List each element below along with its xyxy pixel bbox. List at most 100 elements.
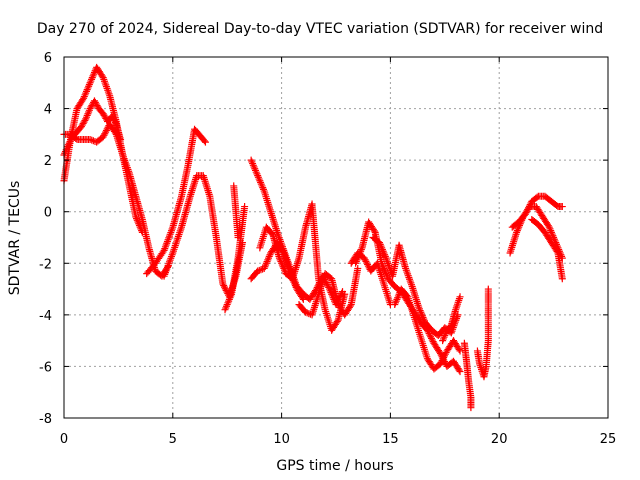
data-point-marker (392, 297, 400, 305)
data-point-marker (89, 72, 97, 80)
data-point-marker (513, 227, 521, 235)
y-tick-label: -4 (39, 309, 52, 324)
data-point-marker (227, 292, 235, 300)
data-point-marker (428, 336, 436, 344)
data-point-marker (515, 223, 523, 231)
data-point-marker (391, 301, 399, 309)
data-point-marker (514, 225, 522, 233)
data-point-marker (518, 215, 526, 223)
data-point-marker (220, 282, 228, 290)
data-point-marker (446, 322, 454, 330)
data-point-marker (85, 108, 93, 116)
data-point-marker (516, 221, 524, 229)
data-point-marker (84, 84, 92, 92)
data-point-marker (362, 257, 370, 265)
y-tick-label: -6 (39, 360, 52, 375)
data-point-marker (221, 285, 229, 293)
data-point-marker (253, 170, 261, 178)
data-point-marker (263, 258, 271, 266)
data-point-marker (86, 136, 94, 144)
data-point-marker (85, 82, 93, 90)
data-point-marker (260, 264, 268, 272)
data-point-marker (378, 244, 386, 252)
series-track-o (391, 285, 464, 373)
x-tick-label: 20 (491, 432, 508, 447)
data-point-marker (354, 264, 362, 272)
data-point-marker (83, 111, 91, 119)
data-point-marker (225, 297, 233, 305)
data-point-marker (353, 256, 361, 264)
data-point-marker (251, 166, 259, 174)
data-point-marker (549, 232, 557, 240)
data-point-marker (379, 247, 387, 255)
data-point-marker (85, 81, 93, 89)
data-point-marker (378, 246, 386, 254)
data-point-marker (85, 106, 93, 114)
data-point-marker (415, 305, 423, 313)
data-point-marker (222, 302, 230, 310)
data-point-marker (357, 246, 365, 254)
data-point-marker (439, 337, 447, 345)
x-tick-label: 15 (382, 432, 399, 447)
series-track-d (143, 125, 209, 278)
data-point-marker (82, 115, 90, 123)
data-point-marker (326, 287, 334, 295)
data-point-marker (363, 259, 371, 267)
data-point-marker (548, 230, 556, 238)
y-tick-label: 2 (44, 154, 52, 169)
y-tick-label: -2 (39, 257, 52, 272)
data-point-marker (262, 259, 270, 267)
data-point-marker (438, 357, 446, 365)
data-point-marker (224, 299, 232, 307)
data-point-marker (80, 93, 88, 101)
data-point-marker (275, 254, 283, 262)
series-track-p (439, 293, 464, 345)
data-point-marker (393, 295, 401, 303)
data-point-marker (82, 89, 90, 97)
data-points (60, 63, 566, 412)
data-point-marker (436, 350, 444, 358)
data-point-marker (133, 215, 141, 223)
data-point-marker (281, 266, 289, 274)
data-point-marker (426, 331, 434, 339)
data-point-marker (278, 259, 286, 267)
data-point-marker (516, 220, 524, 228)
data-point-marker (266, 251, 274, 259)
data-point-marker (440, 353, 448, 361)
x-tick-label: 5 (169, 432, 177, 447)
x-tick-label: 25 (600, 432, 617, 447)
data-point-marker (395, 290, 403, 298)
data-point-marker (276, 256, 284, 264)
data-point-marker (64, 142, 72, 150)
data-point-marker (278, 261, 286, 269)
y-tick-label: 6 (44, 51, 52, 66)
series-track-t (506, 203, 566, 262)
data-point-marker (558, 203, 566, 211)
data-point-marker (436, 360, 444, 368)
data-point-marker (437, 358, 445, 366)
series-track-n (369, 234, 462, 339)
data-point-marker (222, 304, 230, 312)
data-point-marker (441, 350, 449, 358)
data-point-marker (484, 285, 492, 293)
data-point-marker (382, 270, 390, 278)
data-point-marker (222, 286, 230, 294)
axis-ticks: 0 5 10 15 20 25 -8 -6 -4 -2 0 2 4 6 (39, 51, 616, 447)
data-point-marker (456, 293, 464, 301)
data-point-marker (416, 307, 424, 315)
data-point-marker (61, 149, 69, 157)
data-point-marker (381, 268, 389, 276)
y-tick-label: 0 (44, 206, 52, 221)
data-point-marker (200, 137, 208, 145)
data-point-marker (84, 110, 92, 118)
data-point-marker (132, 213, 140, 221)
data-point-marker (265, 252, 273, 260)
data-point-marker (323, 280, 331, 288)
data-point-marker (427, 334, 435, 342)
data-point-marker (82, 113, 90, 121)
data-point-marker (533, 193, 541, 201)
data-point-marker (254, 267, 262, 275)
data-point-marker (381, 252, 389, 260)
data-point-marker (101, 130, 109, 138)
series-track-k (295, 264, 362, 319)
